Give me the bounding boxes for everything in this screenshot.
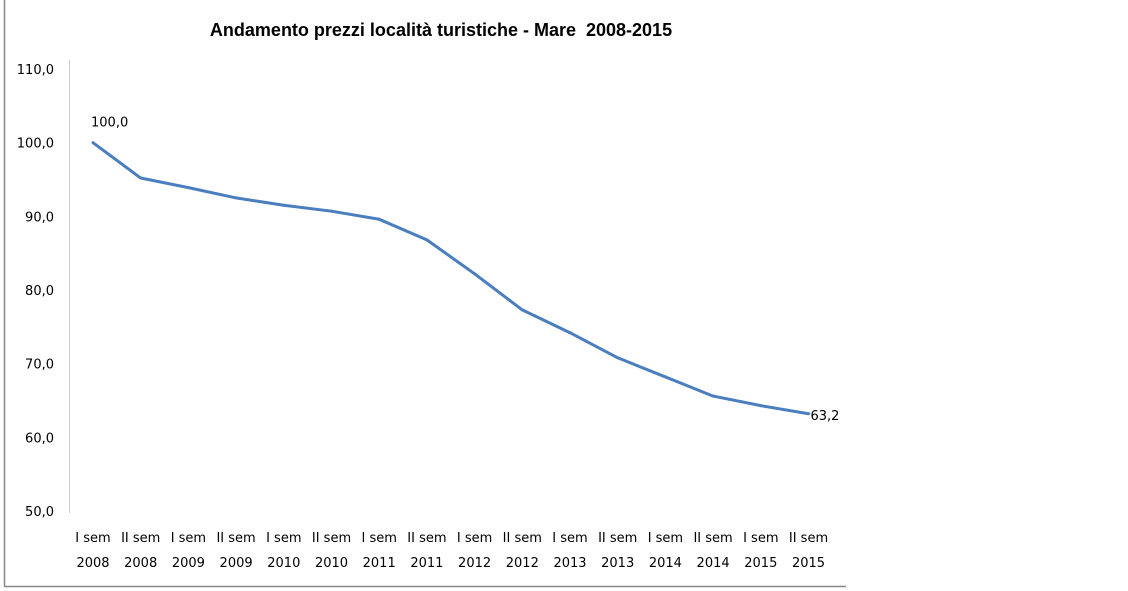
x-tick-label-year: 2014: [697, 556, 730, 571]
x-tick-label-semester: I sem: [457, 531, 492, 546]
x-tick-label-year: 2011: [363, 556, 396, 571]
x-tick-label-semester: I sem: [743, 531, 778, 546]
x-category-label: I sem 2014: [648, 531, 683, 571]
y-tick-label: 70,0: [25, 358, 54, 373]
x-category-label: II sem 2014: [693, 531, 732, 571]
x-tick-label-semester: I sem: [552, 531, 587, 546]
x-tick-label-year: 2008: [124, 556, 157, 571]
data-point: [377, 217, 381, 221]
data-point: [282, 203, 286, 207]
x-category-label: I sem 2009: [171, 531, 206, 571]
x-tick-label-year: 2014: [649, 556, 682, 571]
data-label: 100,0: [91, 116, 128, 131]
y-tick-label: 110,0: [17, 63, 54, 78]
x-tick-label-semester: I sem: [171, 531, 206, 546]
x-category-label: I sem 2008: [75, 531, 110, 571]
x-tick-label-semester: I sem: [648, 531, 683, 546]
y-tick-label: 100,0: [17, 137, 54, 152]
x-category-label: II sem 2010: [312, 531, 351, 571]
x-category-label: I sem 2013: [552, 531, 587, 571]
y-tick-label: 80,0: [25, 284, 54, 299]
x-tick-label-semester: I sem: [266, 531, 301, 546]
x-tick-label-year: 2015: [744, 556, 777, 571]
x-category-label: II sem 2011: [407, 531, 446, 571]
data-point: [234, 196, 238, 200]
x-tick-label-semester: II sem: [121, 531, 160, 546]
x-category-label: I sem 2011: [361, 531, 396, 571]
series-line-mare: [92, 141, 809, 416]
x-tick-label-year: 2010: [315, 556, 348, 571]
data-point: [186, 186, 190, 190]
data-point: [568, 331, 572, 335]
x-tick-label-year: 2012: [458, 556, 491, 571]
x-category-label: II sem 2015: [789, 531, 828, 571]
data-point: [330, 209, 333, 213]
y-tick-label: 50,0: [25, 505, 54, 520]
x-tick-label-semester: II sem: [503, 531, 542, 546]
data-point: [425, 238, 429, 242]
x-tick-label-year: 2011: [410, 556, 443, 571]
x-tick-label-semester: I sem: [361, 531, 396, 546]
x-category-label: II sem 2008: [121, 531, 160, 571]
x-tick-label-semester: II sem: [598, 531, 637, 546]
data-point: [139, 176, 143, 180]
x-tick-label-semester: II sem: [312, 531, 351, 546]
y-tick-label: 90,0: [25, 210, 54, 225]
x-tick-label-year: 2010: [267, 556, 300, 571]
x-tick-label-year: 2013: [601, 556, 634, 571]
x-category-label: II sem 2013: [598, 531, 637, 571]
x-tick-label-semester: I sem: [75, 531, 110, 546]
data-point: [807, 412, 810, 416]
data-point: [473, 272, 477, 276]
x-tick-label-year: 2008: [76, 556, 109, 571]
data-point: [520, 308, 524, 312]
x-tick-label-year: 2009: [220, 556, 253, 571]
x-tick-label-semester: II sem: [407, 531, 446, 546]
x-category-label: I sem 2010: [266, 531, 301, 571]
data-point: [711, 394, 715, 398]
x-tick-label-semester: II sem: [216, 531, 255, 546]
data-point: [616, 356, 620, 360]
x-tick-label-year: 2015: [792, 556, 825, 571]
x-category-label: II sem 2009: [216, 531, 255, 571]
x-tick-label-year: 2012: [506, 556, 539, 571]
y-tick-label: 60,0: [25, 431, 54, 446]
x-tick-label-year: 2013: [553, 556, 586, 571]
data-label: 63,2: [811, 409, 840, 424]
data-point: [91, 141, 95, 145]
x-tick-label-semester: II sem: [693, 531, 732, 546]
chart-title: Andamento prezzi località turistiche - M…: [210, 20, 672, 40]
data-point: [759, 404, 763, 408]
x-category-label: II sem 2012: [503, 531, 542, 571]
x-category-label: I sem 2015: [743, 531, 778, 571]
x-category-label: I sem 2012: [457, 531, 492, 571]
data-point: [663, 375, 667, 379]
x-tick-label-year: 2009: [172, 556, 205, 571]
x-tick-label-semester: II sem: [789, 531, 828, 546]
